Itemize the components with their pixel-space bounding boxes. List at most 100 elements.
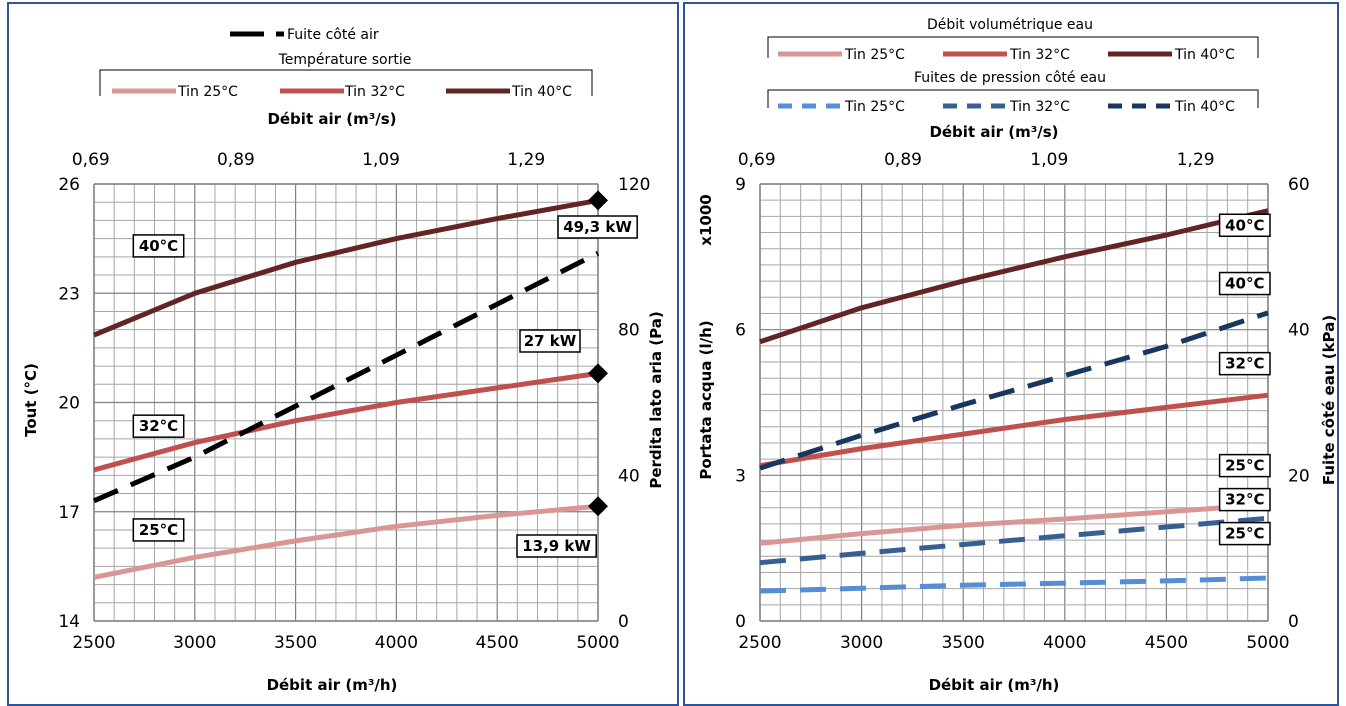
annotation-label: 25°C bbox=[1218, 453, 1271, 478]
legend-label-tin25: Tin 25°C bbox=[177, 84, 238, 100]
annotation-label: 25°C bbox=[1218, 521, 1271, 546]
legend-group-title-water-flow: Débit volumétrique eau bbox=[927, 17, 1093, 33]
x-tick-label: 5000 bbox=[576, 633, 619, 653]
annotation-text: 13,9 kW bbox=[522, 537, 591, 555]
x-tick-label: 4500 bbox=[476, 633, 519, 653]
annotation-label: 32°C bbox=[1218, 487, 1271, 512]
right-y-axis-multiplier: x1000 bbox=[697, 194, 715, 245]
right-annotations: 40°C 40°C 32°C 25°C 32°C 25°C bbox=[1218, 213, 1271, 546]
y-tick-label: 3 bbox=[735, 466, 746, 486]
annotation-box bbox=[1218, 487, 1271, 512]
x-tick-label: 4500 bbox=[1145, 633, 1188, 653]
annotation-text: 40°C bbox=[1225, 275, 1264, 293]
annotation-box bbox=[132, 234, 185, 258]
x-tick-label: 4000 bbox=[1043, 633, 1086, 653]
legend-group-title-water-pressure: Fuites de pression côté eau bbox=[914, 70, 1106, 86]
annotation-label: 25°C bbox=[132, 518, 185, 542]
x-tick-label: 5000 bbox=[1246, 633, 1289, 653]
annotation-text: 40°C bbox=[1225, 216, 1264, 234]
right-y2-axis-title: Fuite côté eau (kPa) bbox=[1320, 315, 1338, 485]
annotation-text: 25°C bbox=[1225, 457, 1264, 475]
annotation-label: 40°C bbox=[1218, 271, 1271, 296]
diamond-marker bbox=[588, 190, 608, 211]
annotation-text: 25°C bbox=[1225, 525, 1264, 543]
series-line-3 bbox=[759, 575, 1269, 594]
annotation-text: 25°C bbox=[139, 521, 178, 539]
diamond-marker bbox=[588, 496, 608, 517]
annotation-text: 40°C bbox=[139, 237, 178, 255]
y2-tick-label: 120 bbox=[618, 175, 650, 195]
legend-label-flow-tin25: Tin 25°C bbox=[844, 47, 905, 63]
series-line-2 bbox=[759, 208, 1269, 345]
y-tick-label: 20 bbox=[58, 394, 80, 414]
left-series-group bbox=[93, 197, 600, 580]
legend-bracket-outlet-temp bbox=[99, 69, 593, 96]
right-x-axis-title: Débit air (m³/h) bbox=[929, 676, 1060, 694]
annotation-box bbox=[1218, 351, 1271, 376]
annotation-box bbox=[1218, 213, 1271, 238]
x-top-tick-label: 1,29 bbox=[1177, 150, 1215, 170]
right-y-axis-title: Portata acqua (l/h) bbox=[697, 320, 715, 479]
annotation-text: 27 kW bbox=[524, 332, 577, 350]
left-annotations: 40°C 32°C 25°C 49,3 kW 27 kW 13,9 kW bbox=[132, 215, 638, 558]
x-top-tick-label: 1,09 bbox=[1030, 150, 1068, 170]
annotation-box bbox=[519, 329, 581, 353]
left-x-axis-title: Débit air (m³/h) bbox=[267, 676, 398, 694]
annotation-box bbox=[1218, 271, 1271, 296]
y-tick-label: 26 bbox=[58, 175, 80, 195]
annotation-text: 32°C bbox=[139, 417, 178, 435]
right-legend: Débit volumétrique eau Tin 25°C Tin 32°C… bbox=[767, 17, 1259, 115]
x-tick-label: 3000 bbox=[840, 633, 883, 653]
annotation-label: 40°C bbox=[1218, 213, 1271, 238]
y2-tick-label: 0 bbox=[618, 612, 629, 632]
legend-bracket-water-flow bbox=[767, 36, 1259, 58]
series-line-5 bbox=[759, 310, 1269, 471]
legend-label-tin32: Tin 32°C bbox=[344, 84, 405, 100]
annotation-text: 49,3 kW bbox=[563, 218, 632, 236]
x-tick-label: 3500 bbox=[942, 633, 985, 653]
annotation-label: 32°C bbox=[1218, 351, 1271, 376]
series-line-2 bbox=[93, 197, 599, 338]
annotation-label: 13,9 kW bbox=[516, 534, 597, 558]
y2-tick-label: 20 bbox=[1288, 466, 1310, 486]
x-top-tick-label: 0,69 bbox=[72, 150, 110, 170]
annotation-label: 32°C bbox=[132, 414, 185, 438]
annotation-box bbox=[1218, 521, 1271, 546]
x-tick-label: 2500 bbox=[72, 633, 115, 653]
annotation-box bbox=[1218, 453, 1271, 478]
y2-tick-label: 40 bbox=[618, 466, 640, 486]
series-line-4 bbox=[759, 515, 1269, 566]
series-line-1 bbox=[93, 370, 599, 473]
legend-label-flow-tin40: Tin 40°C bbox=[1174, 47, 1235, 63]
annotation-label: 27 kW bbox=[519, 329, 581, 353]
y-tick-label: 23 bbox=[58, 284, 80, 304]
legend-bracket-water-pressure bbox=[767, 89, 1259, 108]
x-tick-label: 4000 bbox=[375, 633, 418, 653]
x-tick-label: 2500 bbox=[738, 633, 781, 653]
x-top-tick-label: 1,29 bbox=[507, 150, 545, 170]
series-line-0 bbox=[759, 502, 1269, 546]
x-tick-label: 3500 bbox=[274, 633, 317, 653]
series-line-1 bbox=[759, 392, 1269, 469]
diamond-marker bbox=[588, 363, 608, 384]
annotation-label: 40°C bbox=[132, 234, 185, 258]
y2-tick-label: 80 bbox=[618, 321, 640, 341]
y2-tick-label: 60 bbox=[1288, 175, 1310, 195]
legend-label-dp-tin25: Tin 25°C bbox=[844, 99, 905, 115]
left-tick-labels: 2500 3000 3500 4000 4500 5000 0,69 0,89 1,09 1,29… bbox=[58, 150, 650, 653]
series-line-3 bbox=[93, 250, 600, 504]
y-tick-label: 0 bbox=[735, 612, 746, 632]
legend-label-dp-tin40: Tin 40°C bbox=[1174, 99, 1235, 115]
annotation-box bbox=[132, 518, 185, 542]
legend-label-flow-tin32: Tin 32°C bbox=[1009, 47, 1070, 63]
legend-group-title-outlet-temp: Température sortie bbox=[278, 52, 412, 68]
left-chart: 2500 3000 3500 4000 4500 5000 0,69 0,89 1,09 1,29… bbox=[22, 27, 665, 694]
annotation-text: 32°C bbox=[1225, 491, 1264, 509]
left-x-top-axis-title: Débit air (m³/s) bbox=[267, 110, 396, 128]
y-tick-label: 6 bbox=[735, 321, 746, 341]
right-panel-frame bbox=[683, 2, 1339, 706]
left-panel-frame bbox=[7, 2, 679, 706]
